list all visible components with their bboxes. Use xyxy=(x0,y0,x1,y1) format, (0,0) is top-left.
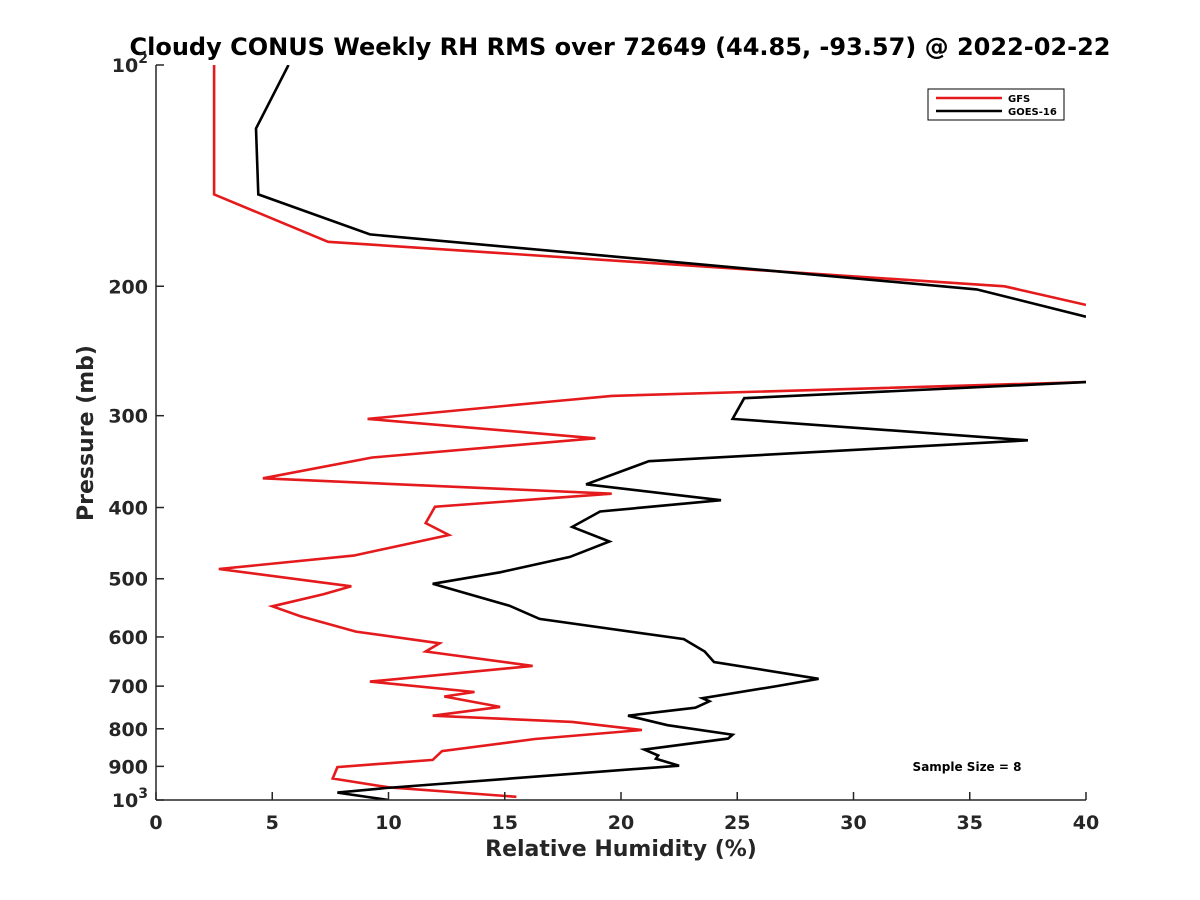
y-tick-label: 500 xyxy=(108,569,148,591)
series-lines xyxy=(212,65,1086,800)
y-tick-label: 200 xyxy=(108,276,148,298)
y-tick-label: 103 xyxy=(112,786,148,812)
series-line-goes16 xyxy=(254,65,1086,800)
y-tick-label: 900 xyxy=(108,756,148,778)
x-tick-label: 15 xyxy=(492,812,518,834)
y-tick-label: 300 xyxy=(108,406,148,428)
x-tick-label: 35 xyxy=(957,812,983,834)
y-tick-label: 800 xyxy=(108,719,148,741)
x-tick-label: 5 xyxy=(266,812,279,834)
x-axis-label: Relative Humidity (%) xyxy=(485,837,757,862)
x-tick-label: 25 xyxy=(724,812,750,834)
y-tick-label: 700 xyxy=(108,676,148,698)
y-tick-label: 600 xyxy=(108,627,148,649)
axes: 0 5 10 15 20 25 30 35 40 102 200 300 400 500 600 700 80… xyxy=(108,51,1099,834)
y-tick-label: 400 xyxy=(108,498,148,520)
legend-label-gfs: GFS xyxy=(1008,94,1030,105)
chart-title: Cloudy CONUS Weekly RH RMS over 72649 (4… xyxy=(130,33,1111,61)
legend: GFS GOES-16 xyxy=(927,88,1065,121)
sample-size-annotation: Sample Size = 8 xyxy=(913,760,1022,774)
x-tick-label: 40 xyxy=(1073,812,1099,834)
y-ticks: 102 200 300 400 500 600 700 800 900 103 xyxy=(108,51,164,812)
series-line-gfs xyxy=(212,65,1086,799)
y-axis-label: Pressure (mb) xyxy=(74,345,99,521)
legend-box xyxy=(927,88,1065,121)
legend-label-goes16: GOES-16 xyxy=(1008,107,1057,118)
x-tick-label: 30 xyxy=(840,812,866,834)
x-tick-label: 0 xyxy=(149,812,162,834)
y-tick-label: 102 xyxy=(112,51,148,77)
x-ticks: 0 5 10 15 20 25 30 35 40 xyxy=(149,792,1099,834)
x-tick-label: 10 xyxy=(375,812,401,834)
x-tick-label: 20 xyxy=(608,812,634,834)
